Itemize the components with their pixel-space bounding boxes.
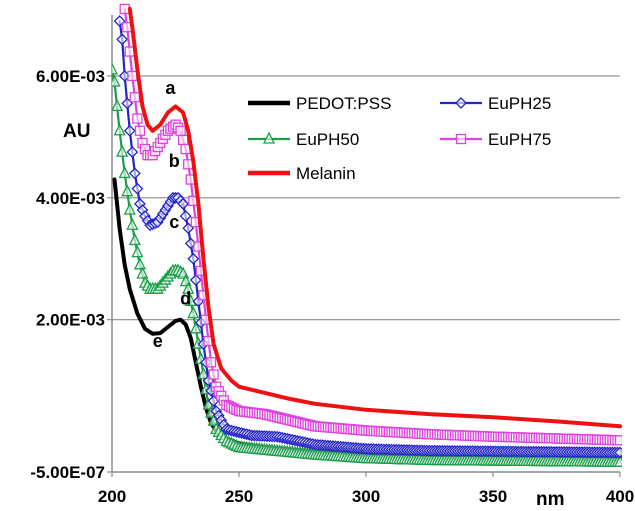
series-point-euph50 <box>136 266 149 279</box>
series-point-euph25 <box>126 146 139 159</box>
series-point-euph50 <box>116 144 129 157</box>
y-tick-label-1: 2.00E-03 <box>36 311 105 330</box>
series-point-euph75 <box>129 92 141 103</box>
series-point-euph50 <box>128 232 141 246</box>
series-point-euph50 <box>613 454 622 467</box>
series-point-euph50 <box>184 293 197 307</box>
series-point-euph50 <box>131 245 144 258</box>
series-point-euph75 <box>177 134 189 146</box>
legend-entry-melanin: Melanin <box>248 164 356 183</box>
series-point-euph50 <box>197 367 210 380</box>
series-line-euph25 <box>118 20 622 454</box>
x-axis-label: nm <box>536 489 565 510</box>
series-point-euph75 <box>614 435 622 446</box>
legend-swatch-marker <box>455 97 467 109</box>
series-point-euph25 <box>116 33 129 46</box>
curve-label-d: d <box>180 288 191 308</box>
y-tick-label-3: 6.00E-03 <box>36 67 105 86</box>
legend-entry-euph75: EuPH75 <box>440 130 551 149</box>
y-tick-label-0: -5.00E-07 <box>30 463 105 482</box>
series-point-euph25 <box>187 252 200 265</box>
y-tick-label-2: 4.00E-03 <box>36 189 105 208</box>
legend-swatch-marker <box>262 131 276 144</box>
curve-label-c: c <box>169 212 179 232</box>
x-tick-labels: 200 250 300 350 400 <box>98 487 634 506</box>
curve-label-a: a <box>165 78 176 98</box>
series-point-euph25 <box>189 274 202 286</box>
series-point-euph50 <box>118 165 131 179</box>
series-point-euph50 <box>121 184 134 197</box>
series-point-euph25 <box>177 197 190 210</box>
series-point-euph25 <box>179 210 192 222</box>
series-point-euph25 <box>614 446 622 459</box>
series-point-euph75 <box>208 369 219 380</box>
series-point-euph75 <box>205 357 217 368</box>
legend-label: EuPH25 <box>488 94 551 113</box>
axes <box>107 15 621 477</box>
series-point-euph50 <box>189 321 202 334</box>
series-point-euph50 <box>187 306 200 319</box>
curve-label-e: e <box>153 331 163 351</box>
series-line-melanin <box>127 6 622 429</box>
series-point-euph50 <box>113 123 126 136</box>
series-euph75 <box>119 3 622 446</box>
series-point-euph25 <box>123 124 136 137</box>
series-point-euph25 <box>131 182 144 195</box>
y-tick-labels: -5.00E-07 2.00E-03 4.00E-03 6.00E-03 <box>30 67 105 482</box>
x-tick-label-4: 400 <box>606 487 634 506</box>
legend: PEDOT:PSS EuPH50 EuPH25 EuPH75 Melanin <box>248 94 551 183</box>
x-tick-label-3: 350 <box>479 487 507 506</box>
series-point-euph75 <box>175 125 186 136</box>
series-point-euph75 <box>134 125 146 136</box>
curve-label-b: b <box>169 151 180 171</box>
series-point-euph50 <box>112 62 119 75</box>
y-axis-label: AU <box>63 121 90 142</box>
legend-swatch-marker <box>455 133 467 145</box>
series-point-euph50 <box>123 202 136 215</box>
x-tick-label-1: 250 <box>225 487 253 506</box>
legend-label: PEDOT:PSS <box>296 94 391 113</box>
series-euph50 <box>112 62 622 467</box>
legend-entry-euph50: EuPH50 <box>248 130 359 149</box>
legend-label: Melanin <box>296 164 356 183</box>
legend-label: EuPH75 <box>488 130 551 149</box>
x-tick-label-2: 300 <box>352 487 380 506</box>
x-tick-label-0: 200 <box>98 487 126 506</box>
series-point-euph50 <box>126 217 139 230</box>
series-point-euph25 <box>128 167 141 180</box>
data-series <box>112 3 622 467</box>
series-point-euph50 <box>182 281 195 294</box>
legend-entry-euph25: EuPH25 <box>440 94 551 113</box>
series-melanin <box>127 6 622 429</box>
series-euph25 <box>113 15 622 459</box>
series-point-euph50 <box>133 257 146 270</box>
series-point-euph75 <box>132 113 143 124</box>
series-point-euph50 <box>112 98 124 112</box>
curve-labels: e d c b a <box>153 78 191 351</box>
series-point-euph50 <box>112 74 121 87</box>
legend-entry-pedot-pss: PEDOT:PSS <box>248 94 391 113</box>
series-point-euph75 <box>127 70 138 82</box>
legend-label: EuPH50 <box>296 130 359 149</box>
